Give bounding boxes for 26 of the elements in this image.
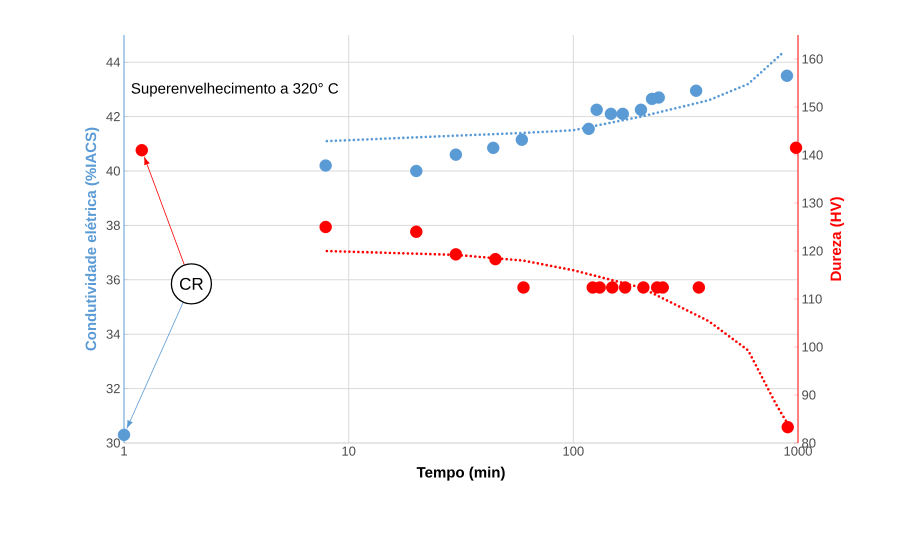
x-axis-title: Tempo (min)	[416, 466, 505, 481]
y-tick-label: 32	[106, 384, 120, 394]
y-tick-label: 42	[106, 112, 120, 122]
y2-tick-label: 90	[802, 390, 816, 400]
annotation: Superenvelhecimento a 320° C	[132, 82, 338, 97]
y-axis-title: Condutividade elétrica (%IACS)	[85, 128, 100, 350]
x-tick-label: 100	[563, 446, 584, 456]
annotation: CR	[180, 278, 203, 290]
y-tick-label: 44	[106, 58, 120, 67]
y-tick-label: 38	[106, 220, 120, 230]
y2-axis-title: Dureza (HV)	[830, 197, 844, 280]
y2-tick-label: 80	[802, 438, 816, 448]
y2-tick-label: 150	[802, 102, 823, 112]
x-tick-label: 1000	[784, 446, 812, 456]
x-tick-label: 10	[342, 446, 356, 456]
y2-tick-label: 100	[802, 342, 823, 352]
y2-tick-label: 160	[802, 54, 823, 64]
y-tick-label: 34	[106, 330, 120, 339]
y2-tick-label: 130	[802, 198, 823, 208]
x-tick-label: 1	[121, 446, 127, 456]
y2-tick-label: 140	[802, 150, 823, 160]
y2-tick-label: 110	[802, 294, 822, 304]
y-tick-label: 36	[106, 275, 120, 284]
y-tick-label: 30	[106, 438, 120, 448]
y2-tick-label: 120	[802, 246, 823, 256]
y-tick-label: 40	[106, 166, 120, 176]
